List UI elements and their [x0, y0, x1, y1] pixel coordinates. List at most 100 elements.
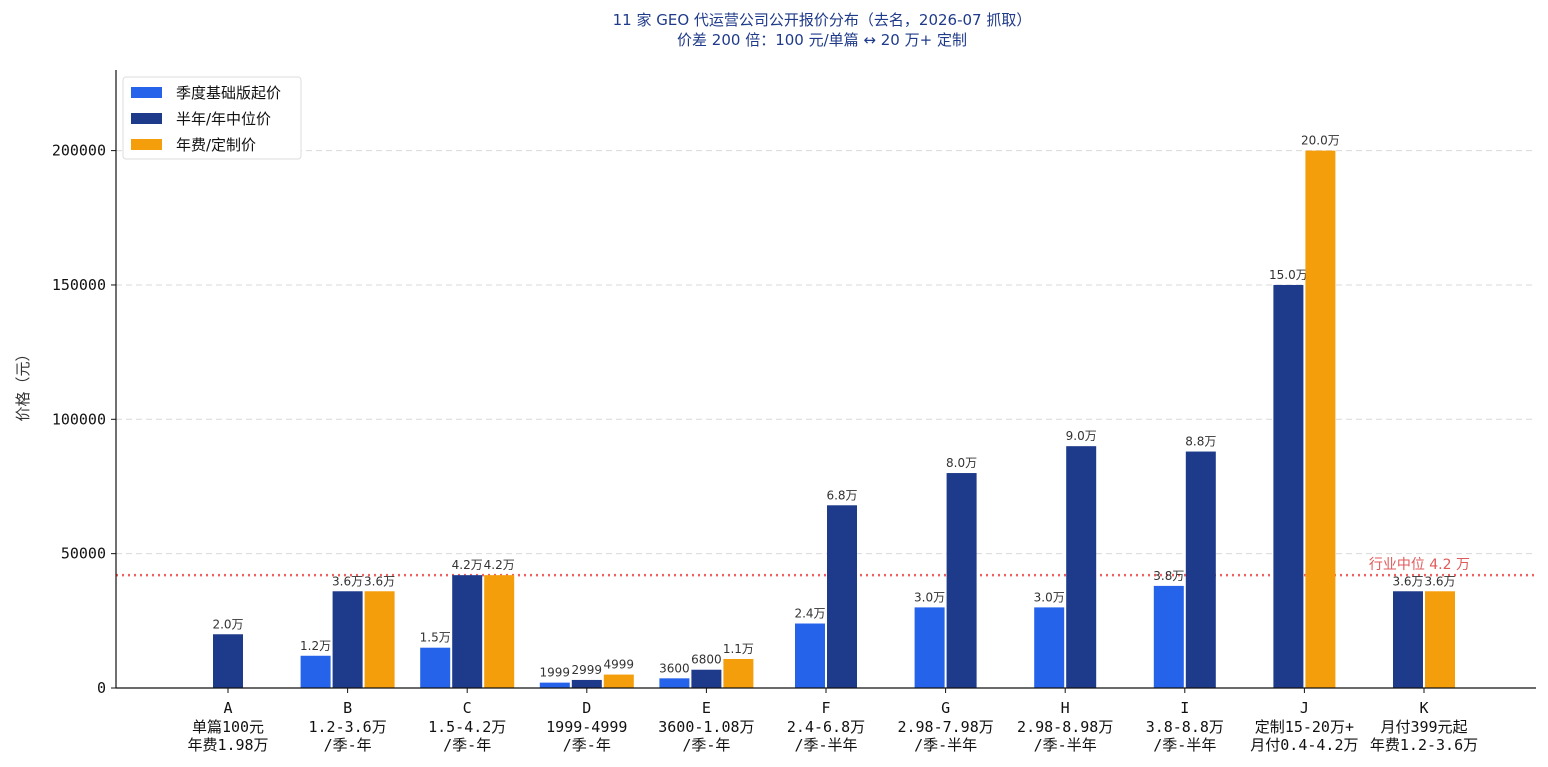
x-category-note: 3600-1.08万 [658, 718, 754, 736]
x-tick-label: F [821, 699, 830, 717]
bar-D-series-3 [603, 674, 634, 688]
bar-value-label: 8.8万 [1185, 435, 1216, 449]
bar-H-series-1 [1034, 607, 1065, 688]
bar-value-label: 9.0万 [1066, 429, 1097, 443]
x-category-note: /季-年 [563, 736, 611, 754]
x-category-note: 2.4-6.8万 [787, 718, 865, 736]
bar-B-series-3 [364, 591, 395, 688]
x-tick-label: H [1061, 699, 1070, 717]
x-tick-label: A [223, 699, 232, 717]
bar-value-label: 3.6万 [1424, 574, 1455, 588]
bar-value-label: 3.0万 [914, 590, 945, 604]
bar-value-label: 20.0万 [1301, 134, 1340, 148]
x-category-note: 月付399元起 [1380, 718, 1467, 736]
x-tick-label: I [1180, 699, 1189, 717]
legend-entry: 半年/年中位价 [176, 110, 271, 128]
x-tick-label: K [1419, 699, 1428, 717]
x-category-note: /季-半年 [1153, 736, 1216, 754]
bar-C-series-1 [420, 647, 451, 688]
bar-J-series-2 [1273, 284, 1304, 688]
x-category-note: /季-半年 [794, 736, 857, 754]
bar-value-label: 3.6万 [1392, 574, 1423, 588]
bar-B-series-1 [300, 655, 331, 688]
axes-group: 050000100000150000200000A单篇100元年费1.98万B1… [52, 70, 1536, 754]
x-category-note: 2.98-8.98万 [1017, 718, 1113, 736]
bar-value-label: 4.2万 [484, 558, 515, 572]
y-tick-label: 100000 [52, 410, 106, 428]
x-category-note: 3.8-8.8万 [1146, 718, 1224, 736]
bar-value-label: 2.0万 [212, 617, 243, 631]
bar-value-label: 8.0万 [946, 456, 977, 470]
x-tick-label: C [463, 699, 472, 717]
bar-J-series-3 [1305, 150, 1336, 688]
x-category-note: /季-年 [443, 736, 491, 754]
bar-C-series-2 [452, 575, 483, 688]
y-axis-label: 价格（元） [14, 346, 32, 421]
x-category-note: /季-半年 [914, 736, 977, 754]
bar-value-label: 4.2万 [452, 558, 483, 572]
bar-E-series-2 [691, 669, 722, 688]
bar-C-series-3 [484, 575, 515, 688]
bar-value-label: 2.4万 [794, 607, 825, 621]
bar-value-label: 3.8万 [1153, 569, 1184, 583]
bar-value-label: 6.8万 [826, 488, 857, 502]
x-tick-label: J [1300, 699, 1309, 717]
x-category-note: 1999-4999 [546, 718, 627, 736]
bar-value-label: 1999 [540, 666, 571, 680]
bar-K-series-2 [1393, 591, 1423, 688]
median-reference-label: 行业中位 4.2 万 [1369, 557, 1470, 573]
bar-value-label: 1.1万 [723, 642, 754, 656]
y-tick-label: 200000 [52, 142, 106, 160]
chart-subtitle: 价差 200 倍：100 元/单篇 ↔ 20 万+ 定制 [677, 31, 967, 49]
legend-swatch [131, 139, 162, 150]
bar-D-series-1 [539, 682, 570, 688]
bar-B-series-2 [332, 591, 363, 688]
legend-entry: 年费/定制价 [176, 136, 256, 154]
x-tick-label: B [343, 699, 352, 717]
bar-value-label: 15.0万 [1269, 268, 1308, 282]
bar-A-series-2 [213, 634, 243, 688]
bar-E-series-1 [659, 678, 690, 688]
bar-value-label: 2999 [572, 663, 603, 677]
x-category-note: 年费1.98万 [187, 736, 268, 754]
x-category-note: 1.2-3.6万 [308, 718, 386, 736]
x-category-note: 定制15-20万+ [1255, 718, 1354, 736]
bar-value-label: 4999 [604, 658, 635, 672]
bar-I-series-2 [1185, 451, 1216, 688]
y-tick-label: 150000 [52, 276, 106, 294]
x-category-note: 月付0.4-4.2万 [1250, 736, 1358, 754]
legend-box [122, 76, 302, 160]
bar-value-label: 1.2万 [300, 639, 331, 653]
y-tick-label: 0 [97, 679, 106, 697]
legend-entry: 季度基础版起价 [176, 84, 281, 102]
x-category-note: /季-年 [682, 736, 730, 754]
x-category-note: /季-半年 [1034, 736, 1097, 754]
bar-value-label: 3.0万 [1034, 590, 1065, 604]
x-category-note: 单篇100元 [192, 718, 264, 736]
bar-I-series-1 [1153, 585, 1184, 688]
x-category-note: /季-年 [324, 736, 372, 754]
bar-E-series-3 [723, 658, 754, 688]
bar-value-label: 3600 [659, 661, 690, 675]
bar-value-label: 1.5万 [420, 631, 451, 645]
bar-K-series-3 [1425, 591, 1455, 688]
chart-title: 11 家 GEO 代运营公司公开报价分布（去名，2026-07 抓取） [613, 11, 1032, 29]
bar-F-series-2 [827, 505, 857, 688]
x-tick-label: E [702, 699, 711, 717]
bar-H-series-2 [1066, 446, 1097, 688]
bar-value-label: 3.6万 [364, 574, 395, 588]
legend-swatch [131, 87, 162, 98]
x-category-note: 年费1.2-3.6万 [1370, 736, 1478, 754]
legend-swatch [131, 113, 162, 124]
bar-G-series-1 [914, 607, 945, 688]
x-category-note: 1.5-4.2万 [428, 718, 506, 736]
bar-D-series-2 [571, 679, 602, 688]
y-tick-label: 50000 [61, 545, 106, 563]
x-tick-label: D [582, 699, 591, 717]
bar-value-label: 3.6万 [332, 574, 363, 588]
x-category-note: 2.98-7.98万 [897, 718, 993, 736]
x-tick-label: G [941, 699, 950, 717]
